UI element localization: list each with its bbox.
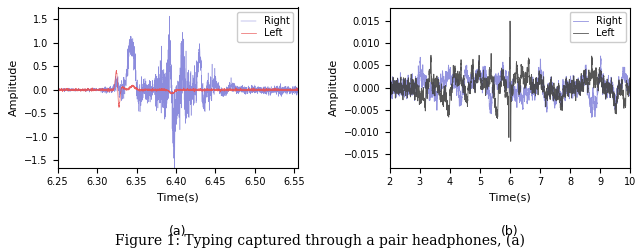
Text: (b): (b) — [501, 225, 519, 238]
Right — [607, 81, 615, 84]
Right — [620, 71, 627, 74]
Right — [199, 82, 207, 85]
Right — [386, 86, 394, 89]
Left — [113, 69, 120, 72]
Right — [627, 85, 634, 88]
Left — [54, 89, 61, 92]
X-axis label: Time(s): Time(s) — [157, 193, 199, 203]
Line: Right: Right — [390, 56, 630, 117]
Left — [64, 87, 72, 90]
Right — [170, 175, 178, 178]
Line: Left: Left — [58, 70, 298, 108]
Left — [561, 90, 568, 93]
Left — [620, 95, 627, 98]
Left — [489, 88, 497, 92]
Y-axis label: Amplitude: Amplitude — [329, 59, 339, 116]
Line: Right: Right — [58, 16, 298, 176]
Right — [294, 87, 302, 90]
Left — [115, 106, 123, 109]
Left — [627, 85, 634, 88]
Right — [64, 89, 72, 92]
Line: Left: Left — [390, 21, 630, 141]
Right — [166, 14, 173, 18]
Left — [282, 88, 290, 91]
Right — [282, 87, 290, 90]
Text: Figure 1: Typing captured through a pair headphones, (a): Figure 1: Typing captured through a pair… — [115, 233, 525, 248]
Left — [68, 88, 76, 91]
Right — [275, 95, 282, 98]
Right — [596, 54, 604, 58]
Text: (a): (a) — [169, 225, 187, 238]
Right — [588, 116, 596, 119]
Right — [561, 84, 568, 87]
Left — [294, 88, 302, 91]
Left — [607, 84, 615, 87]
Left — [153, 88, 161, 91]
Left — [275, 88, 282, 91]
Left — [487, 63, 495, 66]
Right — [153, 87, 161, 90]
X-axis label: Time(s): Time(s) — [489, 193, 531, 203]
Right — [54, 88, 61, 91]
Right — [500, 81, 508, 84]
Right — [68, 89, 76, 92]
Left — [500, 79, 508, 82]
Left — [386, 86, 394, 90]
Legend: Right, Left: Right, Left — [570, 12, 625, 42]
Left — [507, 140, 515, 143]
Left — [506, 20, 514, 22]
Left — [199, 88, 207, 91]
Right — [489, 94, 497, 97]
Right — [487, 95, 495, 98]
Y-axis label: Amplitude: Amplitude — [9, 59, 19, 116]
Legend: Right, Left: Right, Left — [237, 12, 293, 42]
